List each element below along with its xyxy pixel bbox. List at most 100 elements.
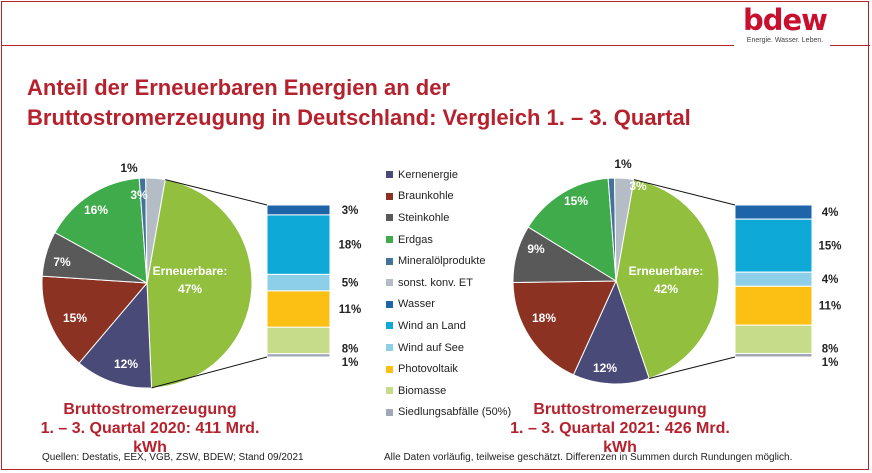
- legend-swatch: [386, 214, 393, 222]
- legend-item: Wasser: [386, 294, 511, 316]
- legend-swatch: [386, 171, 393, 179]
- legend-label: Wind auf See: [398, 341, 465, 354]
- title-line-1: Anteil der Erneuerbaren Energien an der: [27, 75, 451, 100]
- connector-line-top: [633, 179, 736, 206]
- pie-label-erneuerbare: Erneuerbare:: [629, 264, 704, 278]
- pie-slice-braunkohle: [512, 280, 617, 376]
- legend-label: Wind an Land: [398, 319, 466, 332]
- legend-item: Wind auf See: [386, 337, 511, 359]
- bar-segment-photovoltaik: [734, 285, 813, 326]
- bar-segment-label: 3%: [342, 205, 359, 217]
- pie-label-erneuerbare: Erneuerbare:: [153, 264, 228, 278]
- pie-label: 3%: [629, 179, 647, 193]
- slide-title: Anteil der Erneuerbaren Energien an der …: [27, 73, 691, 133]
- pie-slice-erneuerbare: [146, 179, 253, 389]
- left-caption-line-2: 1. – 3. Quartal 2020: 411 Mrd. kWh: [40, 420, 260, 456]
- legend-item: Erdgas: [386, 229, 511, 251]
- legend-label: Biomasse: [398, 384, 447, 397]
- connector-line-bottom: [649, 356, 736, 379]
- pie-slice-sonst-konv-et: [614, 177, 635, 282]
- legend-swatch: [386, 408, 393, 416]
- pie-label: 1%: [120, 161, 138, 175]
- logo-wordmark: bdew: [743, 3, 828, 37]
- legend-label: sonst. konv. ET: [398, 276, 473, 289]
- legend-item: Siedlungsabfälle (50%): [386, 402, 511, 424]
- legend-swatch: [386, 322, 393, 330]
- header-rule-right: [830, 45, 870, 46]
- connector-line-top: [165, 179, 268, 206]
- bar-segment-label: 8%: [822, 343, 839, 355]
- pie-label: 15%: [564, 194, 588, 208]
- bar-segment-wind-auf-see: [734, 271, 813, 287]
- legend-item: Biomasse: [386, 380, 511, 402]
- bar-segment-label: 1%: [342, 357, 359, 369]
- pie-slice-erdgas: [527, 177, 617, 282]
- legend-item: Wind an Land: [386, 315, 511, 337]
- header-rule-left: [1, 45, 734, 46]
- pie-label: 12%: [593, 361, 617, 375]
- pie-label: 18%: [532, 311, 556, 325]
- pie-label: 3%: [130, 188, 148, 202]
- connector-line-bottom: [151, 356, 268, 389]
- logo-tagline: Energie. Wasser. Leben.: [746, 37, 824, 44]
- legend-swatch: [386, 192, 393, 200]
- legend-swatch: [386, 300, 393, 308]
- legend-label: Erdgas: [398, 233, 433, 246]
- left-pie-caption: Bruttostromerzeugung 1. – 3. Quartal 202…: [30, 400, 270, 457]
- pie-label: 1%: [614, 157, 632, 171]
- pie-slice-braunkohle: [41, 275, 149, 364]
- legend-label: Mineralölprodukte: [398, 255, 486, 268]
- pie-slice-sonst-konv-et: [145, 177, 166, 284]
- legend-item: Photovoltaik: [386, 358, 511, 380]
- legend-label: Braunkohle: [398, 190, 454, 203]
- legend-swatch: [386, 257, 393, 265]
- legend-swatch: [386, 344, 393, 352]
- title-line-2: Bruttostromerzeugung in Deutschland: Ver…: [27, 105, 691, 130]
- legend-swatch: [386, 279, 393, 287]
- bar-segment-wasser: [734, 204, 813, 220]
- bar-segment-label: 5%: [342, 278, 359, 290]
- legend-label: Siedlungsabfälle (50%): [398, 406, 512, 419]
- bdew-logo: bdew Energie. Wasser. Leben.: [740, 4, 830, 45]
- rounding-note: Alle Daten vorläufig, teilweise geschätz…: [384, 452, 793, 463]
- bar-segment-label: 11%: [819, 301, 841, 313]
- bar-segment-label: 1%: [822, 357, 839, 369]
- bar-segment-biomasse: [266, 326, 331, 355]
- legend: Kernenergie Braunkohle Steinkohle Erdgas Min…: [386, 164, 511, 423]
- bar-segment-photovoltaik: [266, 290, 331, 328]
- legend-label: Kernenergie: [398, 168, 458, 181]
- pie-label: 7%: [53, 255, 71, 269]
- pie-slice-erneuerbare: [615, 178, 720, 380]
- bar-segment-label: 8%: [342, 344, 359, 356]
- pie-label: 12%: [114, 357, 138, 371]
- legend-item: sonst. konv. ET: [386, 272, 511, 294]
- bar-segment-wind-an-land: [266, 214, 331, 275]
- legend-item: Mineralölprodukte: [386, 250, 511, 272]
- bar-segment-label: 4%: [822, 274, 839, 286]
- bar-segment-wind-auf-see: [266, 273, 331, 292]
- sources-note: Quellen: Destatis, EEX, VGB, ZSW, BDEW; …: [42, 452, 304, 463]
- bar-segment-biomasse: [734, 324, 813, 354]
- bar-segment-wasser: [266, 204, 331, 216]
- pie-label-erneuerbare: 47%: [178, 282, 202, 296]
- bar-segment-label: 11%: [339, 304, 361, 316]
- legend-label: Steinkohle: [398, 211, 450, 224]
- pie-slice-erdgas: [54, 177, 148, 284]
- bar-segment-label: 18%: [338, 240, 361, 252]
- right-pie-caption: Bruttostromerzeugung 1. – 3. Quartal 202…: [500, 400, 740, 457]
- legend-item: Kernenergie: [386, 164, 511, 186]
- pie-label: 16%: [84, 203, 108, 217]
- left-caption-line-1: Bruttostromerzeugung: [63, 401, 237, 418]
- pie-label: 15%: [63, 311, 87, 325]
- bar-segment-siedlungsabf-lle-: [266, 353, 331, 358]
- right-caption-line-2: 1. – 3. Quartal 2021: 426 Mrd. kWh: [510, 420, 730, 456]
- legend-item: Steinkohle: [386, 207, 511, 229]
- pie-slice-kernenergie: [78, 281, 153, 389]
- bar-segment-siedlungsabf-lle-: [734, 352, 813, 358]
- bar-segment-label: 15%: [818, 241, 841, 253]
- legend-label: Wasser: [398, 298, 435, 311]
- pie-slice-kernenergie: [572, 279, 650, 385]
- bar-segment-wind-an-land: [734, 218, 813, 273]
- right-caption-line-1: Bruttostromerzeugung: [533, 401, 707, 418]
